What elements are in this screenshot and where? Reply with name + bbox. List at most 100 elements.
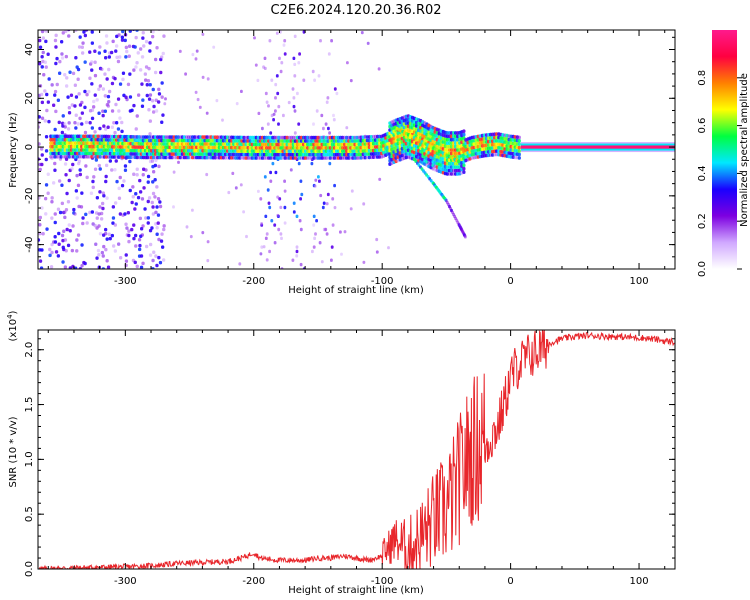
spectrogram-noise-cell bbox=[98, 84, 102, 88]
spectrogram-noise-cell bbox=[103, 94, 107, 98]
spectrogram-noise-cell bbox=[115, 179, 119, 184]
spectrogram-streak-cell bbox=[326, 192, 330, 197]
spectrogram-noise-cell bbox=[98, 167, 102, 171]
spectrogram-noise-cell bbox=[55, 56, 59, 61]
spectrogram-noise-cell bbox=[123, 212, 127, 216]
spectrogram-noise-cell bbox=[83, 33, 87, 38]
spectrogram-noise-cell bbox=[89, 191, 94, 195]
spectrogram-noise-cell bbox=[40, 248, 44, 252]
spectrogram-noise-cell bbox=[150, 200, 154, 205]
spectrogram-streak-cell bbox=[313, 78, 316, 82]
spectrogram-noise-cell bbox=[121, 71, 126, 75]
spectrogram-noise-cell bbox=[141, 261, 145, 266]
spectrogram-noise-cell bbox=[177, 160, 180, 164]
spectrogram-noise-cell bbox=[144, 78, 148, 82]
spectrogram-carrier-cell bbox=[462, 132, 466, 137]
spectrogram-noise-cell bbox=[145, 83, 149, 87]
spectrogram-noise-cell bbox=[74, 95, 79, 99]
spectrogram-noise-cell bbox=[80, 122, 84, 126]
spectrogram-noise-cell bbox=[105, 77, 109, 81]
spectrogram-noise-cell bbox=[54, 250, 59, 254]
spectrogram-noise-cell bbox=[275, 31, 279, 35]
spectrogram-streak-cell bbox=[275, 74, 279, 78]
spectrogram-noise-cell bbox=[138, 216, 142, 221]
spectrogram-noise-cell bbox=[132, 103, 136, 108]
spectrogram-noise-cell bbox=[95, 256, 99, 260]
spectrogram-noise-cell bbox=[100, 67, 104, 71]
spectrogram-noise-cell bbox=[128, 95, 133, 99]
spectrogram-noise-cell bbox=[84, 120, 89, 125]
spectrogram-streak-cell bbox=[261, 126, 264, 131]
spectrogram-noise-cell bbox=[48, 253, 52, 258]
spectrogram-noise-cell bbox=[57, 120, 61, 125]
spectrogram-noise-cell bbox=[140, 104, 145, 108]
spectrogram-noise-cell bbox=[78, 172, 82, 177]
spectrogram-noise-cell bbox=[160, 120, 164, 124]
y-tick-label: -20 bbox=[24, 188, 35, 204]
spectrogram-noise-cell bbox=[157, 255, 161, 260]
spectrogram-noise-cell bbox=[38, 215, 42, 220]
spectrogram-noise-cell bbox=[111, 221, 115, 225]
spectrogram-noise-cell bbox=[38, 259, 43, 263]
spectrogram-noise-cell bbox=[90, 116, 95, 121]
spectrogram-noise-cell bbox=[154, 70, 158, 75]
spectrogram-noise-cell bbox=[148, 228, 153, 233]
spectrogram-noise-cell bbox=[141, 98, 145, 102]
spectrogram-noise-cell bbox=[46, 191, 50, 195]
spectrogram-noise-cell bbox=[148, 49, 152, 53]
x-tick-label: -100 bbox=[371, 576, 394, 587]
spectrogram-noise-cell bbox=[54, 33, 58, 38]
spectrogram-noise-cell bbox=[90, 41, 94, 45]
spectrogram-noise-cell bbox=[118, 55, 122, 59]
spectrogram-noise-cell bbox=[90, 126, 94, 130]
spectrogram-noise-cell bbox=[140, 233, 144, 237]
spectrogram-noise-cell bbox=[73, 83, 77, 87]
spectrogram-noise-cell bbox=[101, 191, 105, 195]
spectrogram-noise-cell bbox=[184, 72, 187, 76]
spectrogram-noise-cell bbox=[114, 159, 118, 163]
spectrogram-noise-cell bbox=[140, 82, 144, 86]
spectrogram-noise-cell bbox=[113, 76, 117, 81]
spectrogram-streak-cell bbox=[273, 241, 277, 245]
spectrogram-noise-cell bbox=[79, 205, 84, 209]
spectrogram-carrier-cell bbox=[517, 135, 521, 140]
spectrogram-noise-cell bbox=[130, 227, 134, 232]
spectrogram-noise-cell bbox=[57, 242, 61, 246]
spectrogram-noise-cell bbox=[47, 77, 51, 81]
spectrogram-streak-cell bbox=[264, 236, 268, 240]
spectrogram-noise-cell bbox=[178, 49, 182, 53]
spectrogram-noise-cell bbox=[93, 93, 97, 97]
spectrogram-noise-cell bbox=[63, 162, 68, 166]
spectrogram-noise-cell bbox=[50, 83, 54, 87]
spectrogram-noise-cell bbox=[87, 89, 91, 94]
spectrogram-streak-cell bbox=[313, 236, 316, 240]
spectrogram-noise-cell bbox=[61, 260, 65, 264]
spectrogram-noise-cell bbox=[110, 50, 114, 55]
spectrogram-streak-cell bbox=[265, 232, 269, 236]
spectrogram-streak-cell bbox=[299, 197, 302, 201]
x-tick-label: -200 bbox=[242, 276, 265, 287]
spectrogram-noise-cell bbox=[39, 266, 44, 269]
spectrogram-noise-cell bbox=[50, 216, 54, 220]
spectrogram-noise-cell bbox=[172, 205, 175, 209]
spectrogram-streak-cell bbox=[274, 82, 278, 87]
spectrogram-streak-cell bbox=[270, 219, 274, 223]
spectrogram-noise-cell bbox=[108, 236, 112, 241]
spectrogram-noise-cell bbox=[64, 249, 68, 253]
spectrogram-noise-cell bbox=[52, 181, 56, 185]
spectrogram-noise-cell bbox=[110, 233, 114, 238]
x-tick-label: 0 bbox=[507, 576, 513, 587]
spectrogram-noise-cell bbox=[133, 45, 137, 49]
spectrogram-noise-cell bbox=[88, 121, 92, 125]
spectrogram-noise-cell bbox=[105, 41, 109, 45]
spectrogram-noise-cell bbox=[63, 122, 67, 126]
spectrogram-streak-cell bbox=[328, 131, 331, 135]
spectrogram-noise-cell bbox=[44, 65, 48, 69]
spectrogram-streak-cell bbox=[282, 43, 286, 47]
spectrogram-noise-cell bbox=[44, 149, 49, 153]
spectrogram-noise-cell bbox=[40, 147, 44, 151]
snr-y-multiplier-exp: 4 bbox=[6, 314, 14, 319]
spectrogram-noise-cell bbox=[155, 263, 159, 268]
spectrogram-carrier-cell bbox=[462, 129, 466, 133]
spectrogram-noise-cell bbox=[53, 93, 57, 97]
